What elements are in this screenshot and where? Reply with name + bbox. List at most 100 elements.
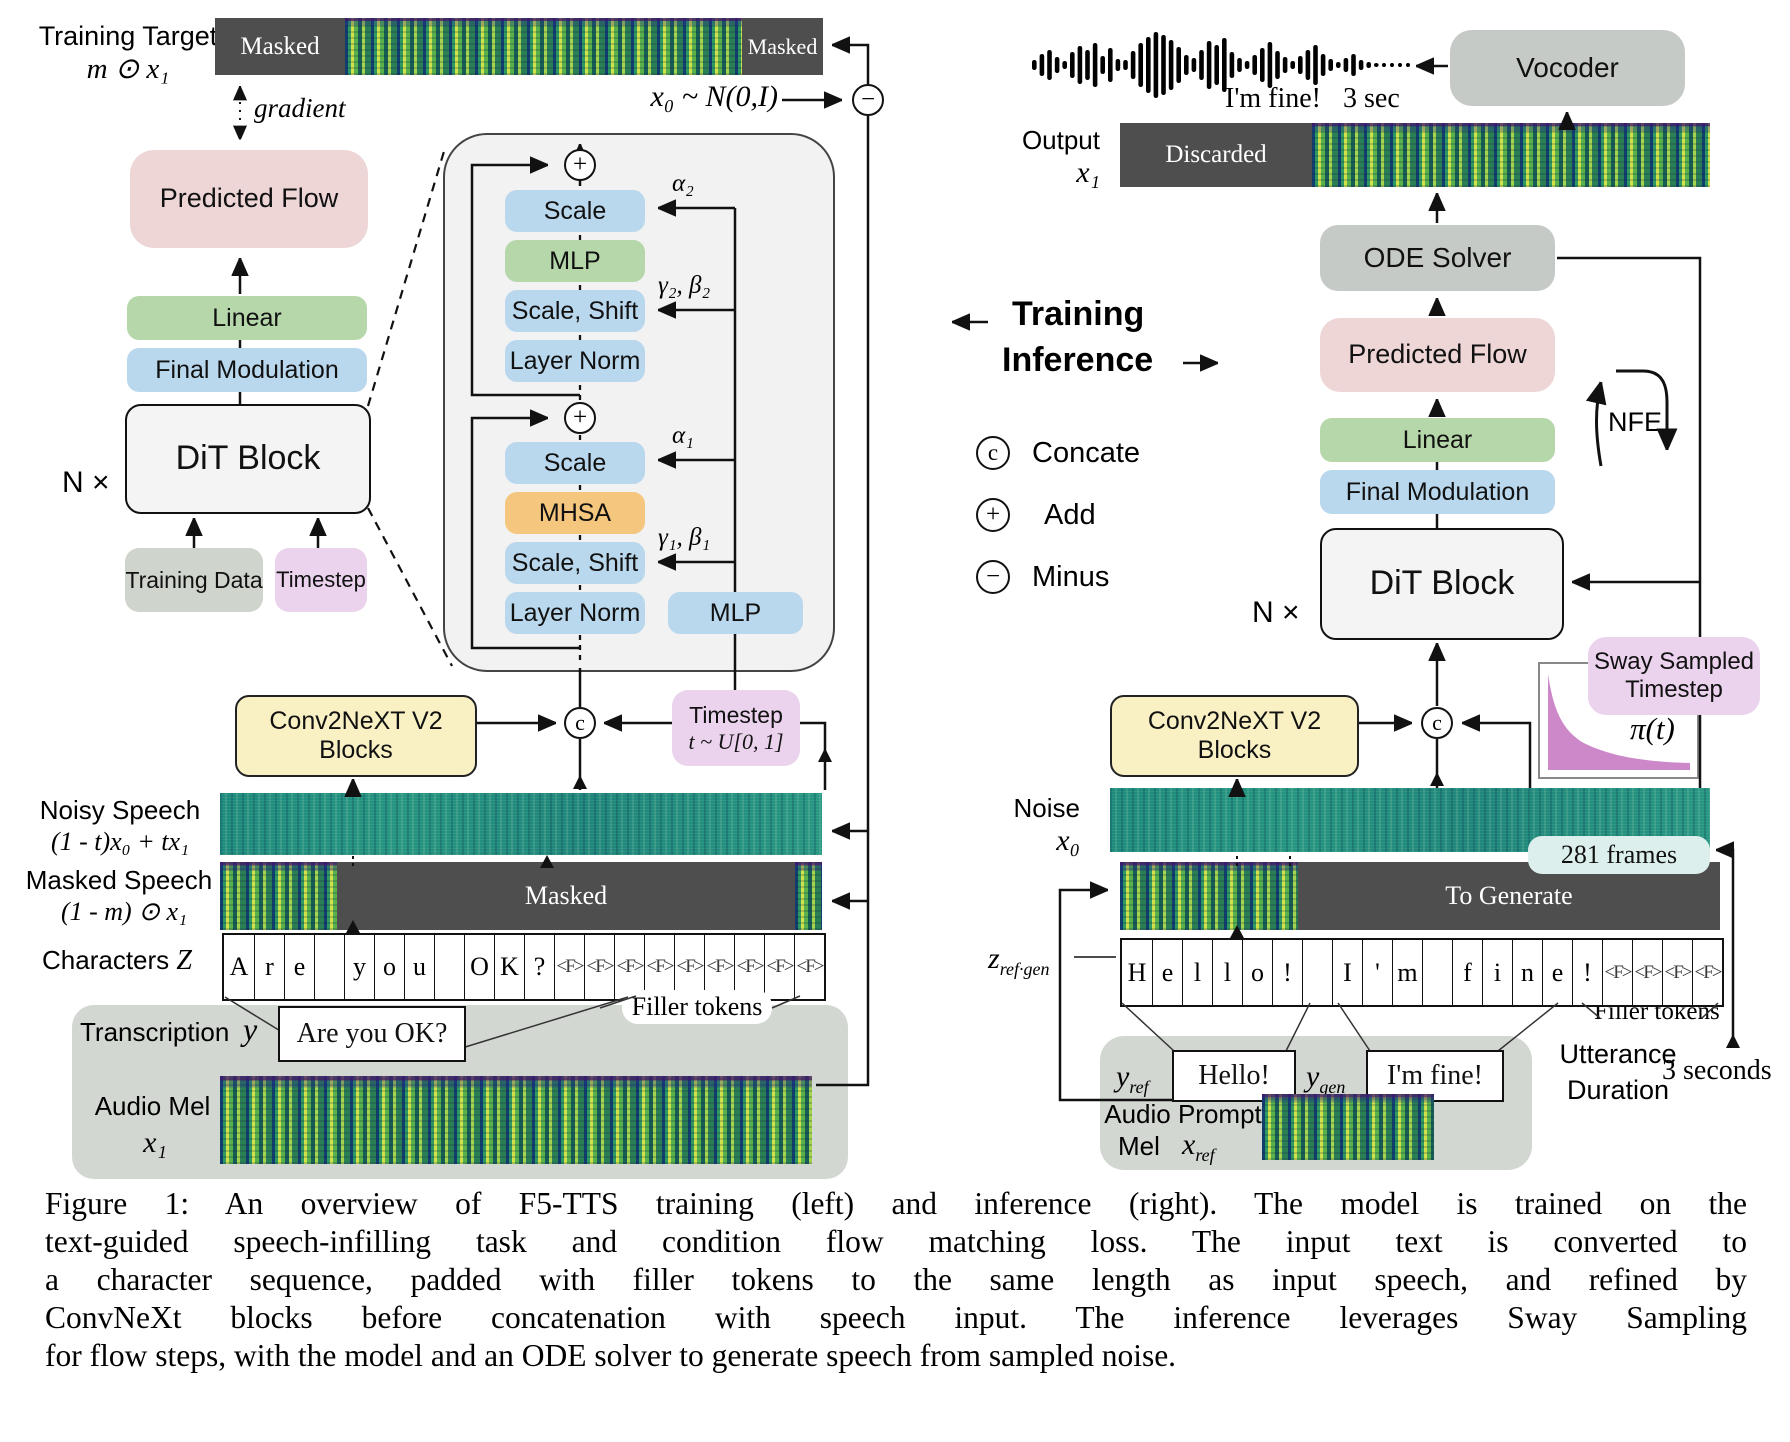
char-cell: u: [404, 935, 434, 999]
char-cell: H: [1122, 940, 1152, 1005]
char-cell: <F>: [734, 935, 765, 999]
char-cell: ?: [524, 935, 554, 999]
char-cell: K: [494, 935, 524, 999]
char-cell: !: [1572, 940, 1602, 1005]
char-cell: m: [1392, 940, 1422, 1005]
char-cell: [434, 935, 464, 999]
z-ref-gen-label: zref·gen: [988, 942, 1050, 980]
char-cell: <F>: [1662, 940, 1693, 1005]
caption-line-5: for flow steps, with the model and an OD…: [45, 1338, 1177, 1373]
target-spectrogram: [345, 18, 742, 75]
transcription-label: Transcription: [80, 1017, 230, 1047]
caption-line-2: text-guided speech-infilling task and co…: [45, 1224, 1747, 1259]
dit-block-box: DiT Block: [125, 404, 371, 514]
char-cell: O: [464, 935, 494, 999]
minus-node: −: [852, 84, 884, 116]
noisy-speech-bar: [220, 793, 822, 855]
alpha1-label: α₁: [672, 422, 694, 449]
scale-shift-bottom-box: Scale, Shift: [505, 542, 645, 584]
sway-line1: Sway Sampled: [1593, 648, 1755, 676]
pi-t-label: π(t): [1630, 711, 1675, 746]
audio-prompt-label-line2: Mel: [1118, 1131, 1160, 1161]
output-label: Output: [1021, 125, 1100, 155]
char-cell: <F>: [764, 935, 795, 999]
y-ref-sub: ref: [1129, 1077, 1149, 1097]
linear-box-right: Linear: [1320, 418, 1555, 462]
masked-speech-math: (1 - m) ⊙ x₁: [60, 897, 188, 926]
training-target-math: m ⊙ x₁: [86, 53, 170, 85]
x-ref-sub: ref: [1195, 1145, 1215, 1165]
x0-distribution-label: x₀ ~ N(0,I): [650, 80, 778, 113]
noisy-speech-label: Noisy Speech: [39, 795, 201, 825]
scale-bottom-box: Scale: [505, 442, 645, 484]
char-cell: f: [1452, 940, 1482, 1005]
char-cell: <F>: [1692, 940, 1723, 1005]
timestep-sample-line2: t ~ U[0, 1]: [688, 728, 784, 754]
ode-solver-box: ODE Solver: [1320, 225, 1555, 291]
predicted-flow-box: Predicted Flow: [130, 150, 368, 248]
sway-line2: Timestep: [1625, 676, 1723, 703]
legend-add-icon: +: [976, 498, 1010, 532]
alpha2-label: α₂: [672, 170, 694, 197]
char-cell: [314, 935, 344, 999]
sway-sampled-box: Sway Sampled Timestep: [1588, 637, 1760, 715]
gradient-label: gradient: [254, 93, 346, 123]
audio-prompt-spectrogram: [1262, 1094, 1434, 1160]
masked-speech-ref-spectrogram: [220, 862, 337, 930]
training-target-bar: Masked Masked: [215, 18, 823, 75]
y-gen-label: ygen: [1306, 1060, 1345, 1098]
training-target-label: Training Target: [38, 21, 218, 51]
caption-line-3: a character sequence, padded with filler…: [45, 1262, 1747, 1297]
output-bar: Discarded: [1120, 123, 1710, 187]
x-ref-label: xref: [1182, 1128, 1215, 1166]
char-cell: e: [1152, 940, 1182, 1005]
output-spectrogram: [1312, 123, 1710, 187]
legend-minus: Minus: [1032, 561, 1110, 593]
y-gen-sub: gen: [1319, 1077, 1346, 1097]
y-ref-label: yref: [1116, 1060, 1149, 1098]
transcription-text-box: Are you OK?: [278, 1006, 466, 1062]
char-cell: <F>: [644, 935, 675, 999]
masked-left-segment: Masked: [215, 18, 345, 75]
masked-speech-label: Masked Speech: [25, 865, 213, 895]
layer-norm-top-box: Layer Norm: [505, 340, 645, 382]
legend-minus-icon: −: [976, 560, 1010, 594]
y-gen-main: y: [1306, 1060, 1320, 1093]
char-cell: ': [1362, 940, 1392, 1005]
char-cell: <F>: [614, 935, 645, 999]
legend-training: Training: [1012, 295, 1145, 333]
convnext-line1: Conv2NeXT V2: [269, 707, 443, 736]
training-data-box: Training Data: [125, 548, 263, 612]
char-cell: n: [1512, 940, 1542, 1005]
linear-box: Linear: [127, 296, 367, 340]
char-cell: [1422, 940, 1452, 1005]
char-cell: e: [1542, 940, 1572, 1005]
discarded-segment: Discarded: [1120, 123, 1312, 187]
utterance-label-line1: Utterance: [1559, 1039, 1677, 1069]
convnext-right-line1: Conv2NeXT V2: [1147, 707, 1322, 736]
audio-mel-label: Audio Mel: [94, 1091, 211, 1121]
x-ref-main: x: [1182, 1128, 1196, 1161]
legend-concate: Concate: [1032, 437, 1141, 469]
output-math: x₁: [1076, 156, 1100, 189]
mlp-side-box: MLP: [668, 592, 803, 634]
audio-prompt-label-line1: Audio Prompt: [1104, 1099, 1262, 1129]
scale-top-box: Scale: [505, 190, 645, 232]
audio-mel-spectrogram: [220, 1076, 812, 1164]
legend-inference: Inference: [1002, 341, 1154, 379]
char-cell: <F>: [1602, 940, 1633, 1005]
characters-word: Characters: [42, 945, 170, 975]
noise-math: x₀: [1056, 824, 1080, 857]
to-generate-segment: To Generate: [1298, 862, 1720, 930]
nfe-label: NFE: [1608, 407, 1662, 437]
utterance-label-line2: Duration: [1566, 1075, 1670, 1105]
char-cell: <F>: [1632, 940, 1663, 1005]
masked-right-segment: Masked: [742, 18, 823, 75]
filler-tokens-pill: Filler tokens: [622, 990, 772, 1024]
dit-block-box-right: DiT Block: [1320, 528, 1564, 640]
gamma-beta2-label: γ₂, β₂: [658, 272, 711, 299]
characters-math: Z: [176, 945, 192, 976]
